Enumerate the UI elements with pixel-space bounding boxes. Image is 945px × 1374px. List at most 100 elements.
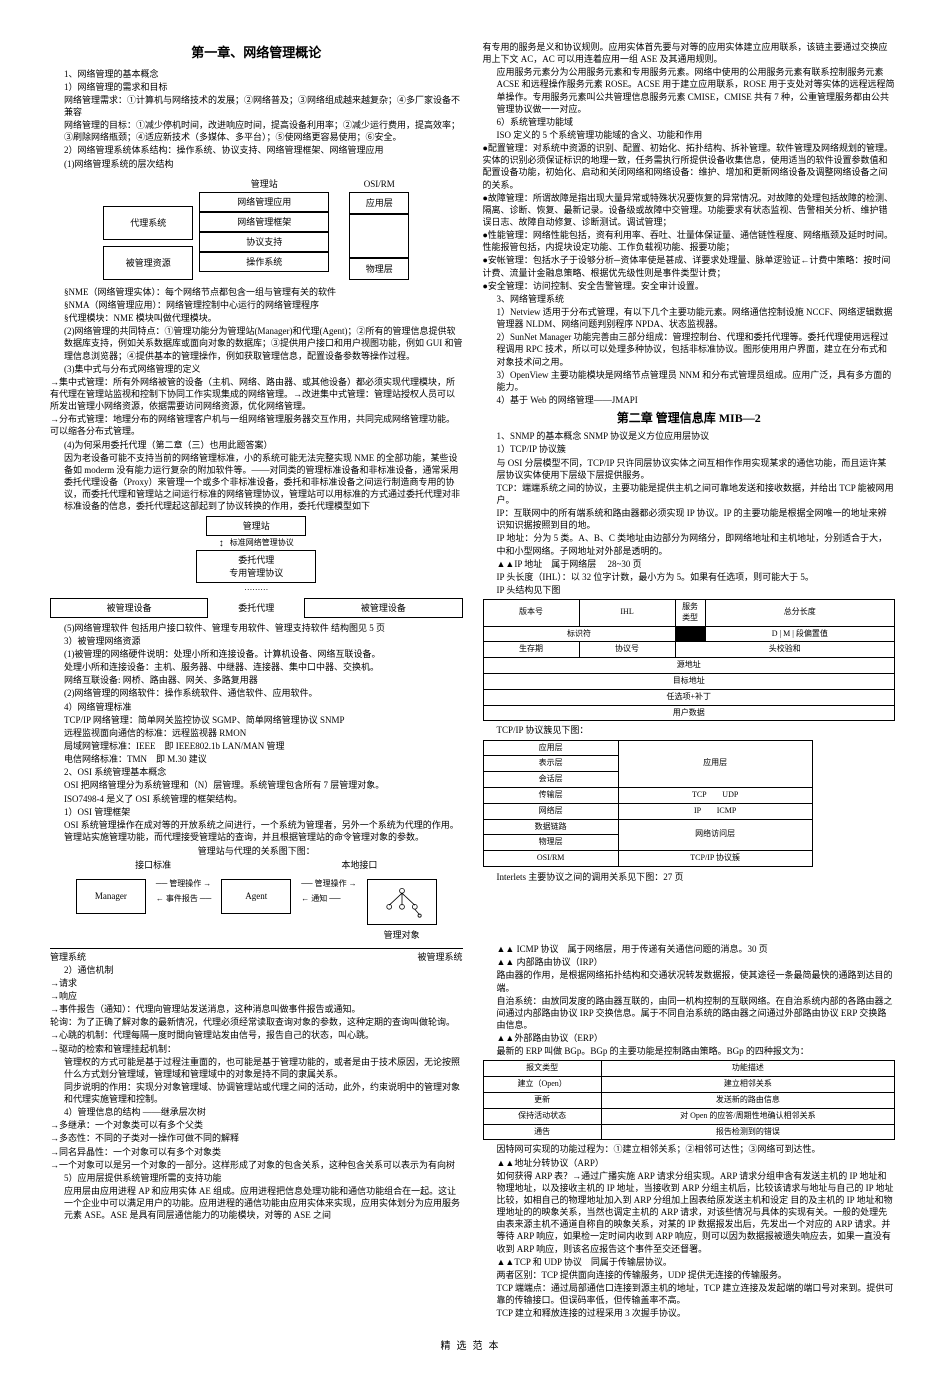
p10b: →同名异晶性：一个对象可以有多个对象类 [50,1146,463,1158]
p5: (5)网络管理软件 包括用户接口软件、管理专用软件、管理支持软件 结构图见 5 … [50,622,463,634]
tl5: 数据链路 [483,819,618,835]
osi-row-3: 操作系统 [199,252,329,272]
p7b: ISO7498-4 是义了 OSI 系统管理的框架结构。 [50,793,463,805]
osi-header: 管理站 [199,178,329,190]
p8f: →驱动的检索和管理挂起机制： [50,1043,463,1055]
mgr2: (3)集中式与分布式网络管理的定义 [50,363,463,375]
ihl: IP 头长度（IHL）：以 32 位字计数，最小方为 5。如果有任选项，则可能大… [483,571,896,583]
p6: 4）网络管理标准 [50,701,463,713]
s2c: IP：互联网中的所有端系统和路由器都必须实现 IP 协议。IP 的主要功能是根据… [483,507,896,531]
bgp-r3c0: 通告 [483,1124,601,1140]
p7c: 1）OSI 管理框架 [50,806,463,818]
chapter2-title: 第二章 管理信息库 MIB—2 [483,410,896,426]
ip-r1c3: D | M | 段偏置值 [705,626,894,642]
arp-body: 如何获得 ARP 表？→通过广播实施 ARP 请求分组实现。ARP 请求分组申含… [483,1170,896,1255]
p8d: 轮询：为了正确了解对象的最新情况，代理必须经常读取查询对象的参数，这种定期的查询… [50,1016,463,1028]
irp-body: 路由器的作用，是根据网络拓扑结构和交通状况转发数据报，使其途径一条最简最快的通路… [483,969,896,993]
osi-right-mid [349,214,409,258]
left-column: 第一章、网络管理概论 1、网络管理的基本概念 1）网络管理的需求和目标 网络管理… [50,40,463,1320]
tl2: 会话层 [483,772,618,788]
tl4: 网络层 [483,803,618,819]
bullet-2: ●性能管理：网络性能包括，资有利用率、吞吐、壮量体保证量、通信链性程度、网络瓶颈… [483,229,896,253]
tl1: 表示层 [483,756,618,772]
right-column: 有专用的服务是义和协议规则。应用实体首先要与对等的应用实体建立应用联系，该链主要… [483,40,896,1320]
proxy-bm: 委托代理 [238,602,274,614]
p6c: 局域网管理标准：IEEE 即 IEEE802.1b LAN/MAN 管理 [50,740,463,752]
tr6: 网络访问层 [618,819,812,851]
osi-right-3: 物理层 [349,258,409,280]
osi-diagram: 代理系统 被管理资源 管理站 网络管理应用 网络管理框架 协议支持 操作系统 O… [50,176,463,280]
proxy-mid: 委托代理 专用管理协议 [196,550,316,582]
tl6: 物理层 [483,835,618,851]
chapter1-title: 第一章、网络管理概论 [50,44,463,62]
irp-body3: ▲▲外部路由协议（ERP） [483,1032,896,1044]
ip-class: ▲▲IP 地址 属于网络层 28~30 页 [483,558,896,570]
proxy-diagram: 管理站 ↕ 标准网络管理协议 委托代理 专用管理协议 ……… 被管理设备 委托代… [50,516,463,617]
proxy-arrow1: 标准网络管理协议 [230,538,294,549]
bullet-0: ●配置管理：对系统中资源的识别、配置、初始化、拓扑结构、拆补管理。软件管理及网络… [483,142,896,191]
s2d: IP 地址：分为 5 类。A、B、C 类地址由边部分为网络分，即网络地址和主机地… [483,532,896,556]
ip-header-table: 版本号 IHL 服务类型 总分长度 标识符 D | M | 段偏置值 生存期 协… [483,599,896,721]
icmp: ▲▲ ICMP 协议 属于网络层，用于传递有关通信问题的消息。30 页 [483,943,896,955]
arp0: 因特网可实现的功能过程为：①建立相邻关系；②相邻可达性；③网络可到达性。 [483,1143,896,1155]
page-footer: 精选范本 [50,1340,895,1354]
p7d: OSI 系统管理操作在成对等的开放系统之间进行，一个系统为管理者，另外一个系统为… [50,819,463,843]
arp: ▲▲地址分转协议（ARP） [483,1157,896,1169]
r3: 6）系统管理功能域 [483,116,896,128]
tcp-ip-stack-table: 应用层 应用层 表示层 会话层 传输层 TCP UDP 网络层 IP ICMP … [483,740,813,867]
proxy-dots: ……… [50,583,463,594]
tcp-udp: ▲▲TCP 和 UDP 协议 同属于传输层协议。 [483,1256,896,1268]
p2: 网络管理需求：①计算机与网络技术的发展；②网络普及；③网络组成越来越复杂；④多厂… [50,94,463,118]
irp-body2: 自治系统：由放同发度的路由器互联的，由同一机构控制的互联网络。在自治系统内部的各… [483,995,896,1031]
p9: 4）管理信息的结构 ——继承层次树 [50,1106,463,1118]
p10: →多继承：一个对象类可以有多个父类 [50,1119,463,1131]
ip-r6: 用户数据 [483,705,895,721]
p1: 1、网络管理的基本概念 [50,68,463,80]
r1: 有专用的服务是义和协议规则。应用实体首先要与对等的应用实体建立应用联系，该链主要… [483,41,896,65]
p8c: →事件报告（通知）：代理向管理站发送消息，这种消息叫做事件报告或通知。 [50,1003,463,1015]
ma-agent: Agent [221,879,291,913]
bgp-r0c1: 建立相邻关系 [601,1077,894,1093]
p5a: 3）被管理网络资源 [50,635,463,647]
p5d: 网络互联设备: 网桥、路由器、网关、多路复用器 [50,674,463,686]
osi-row-0: 网络管理应用 [199,192,329,212]
p7a: OSI 把网络管理分为系统管理和（N）层管理。系统管理包含所有 7 层管理对象。 [50,779,463,791]
osi-left-bottom: 被管理资源 [103,246,193,280]
ip-r3: 源地址 [483,658,895,674]
p6a: TCP/IP 网络管理：简单网关监控协议 SGMP、简单网络管理协议 SNMP [50,714,463,726]
irp: ▲▲ 内部路由协议（IRP） [483,956,896,968]
p7: 2、OSI 系统管理基本概念 [50,766,463,778]
tl3: 传输层 [483,788,618,804]
ma-right-label: 管理对象 [367,929,437,941]
tcp-udp4: TCP 建立和释放连接的过程采用 3 次握手协议。 [483,1307,896,1319]
osi-row-2: 协议支持 [199,232,329,252]
bullet-4: ●安全管理：访问控制、安全告警管理。安全审计设置。 [483,280,896,292]
p7e: 管理站与代理的关系图下图： [50,845,463,857]
p3: 网络管理的目标：①减少停机时间，改进响应时间，提高设备利用率；②减少运行费用，提… [50,119,463,143]
interlets: Interlets 主要协议之间的调用关系见下图：27 页 [483,871,896,883]
p1a: 1）网络管理的需求和目标 [50,81,463,93]
tcp-cap: TCP/IP 协议簇见下图： [483,724,896,736]
ip-r5: 任选项+补丁 [483,689,895,705]
tr7: TCP/IP 协议簇 [618,851,812,867]
s2a: 与 OSI 分层模型不同，TCP/IP 只许同层协议实体之间互相作作用实现某求的… [483,457,896,481]
proxy-bl: 被管理设备 [50,598,208,618]
s2: 1）TCP/IP 协议簇 [483,443,896,455]
ip-r0c1: IHL [579,600,675,627]
ip-r0c3: 总分长度 [705,600,894,627]
s1: 1、SNMP 的基本概念 SNMP 协议是义方位应用层协议 [483,430,896,442]
r4b: 2）SunNet Manager 功能完善由三部分组成：管理控制台、代理和委托代… [483,331,896,367]
p8h: 同步说明的作用：实现分对象管理域、协调管理站或代理之间的活动，此外，约束说明中的… [50,1081,463,1105]
ip-r0c0: 版本号 [483,600,579,627]
mgr1: (2)网络管理的共同特点：①管理功能分为管理站(Manager)和代理(Agen… [50,325,463,361]
ip-r4: 目标地址 [483,674,895,690]
p8: 2）通信机制 [50,964,463,976]
ip-r2c1: 协议号 [579,642,675,658]
bgp-r0c0: 建立（Open） [483,1077,601,1093]
bullet-3: ●安帐管理：包括水子于设够分析─资体率使是甚成、详要求处理量、脉单逻验证←计费中… [483,254,896,278]
p6d: 电信网络标准：TMN 即 M.30 建议 [50,753,463,765]
tr3: TCP UDP [618,788,812,804]
osi-right-header: OSI/RM [349,178,409,190]
osi-row-1: 网络管理框架 [199,212,329,232]
p5b: (1)被管理的网络硬件说明：处理小所和连接设备。计算机设备、网络互联设备。 [50,648,463,660]
